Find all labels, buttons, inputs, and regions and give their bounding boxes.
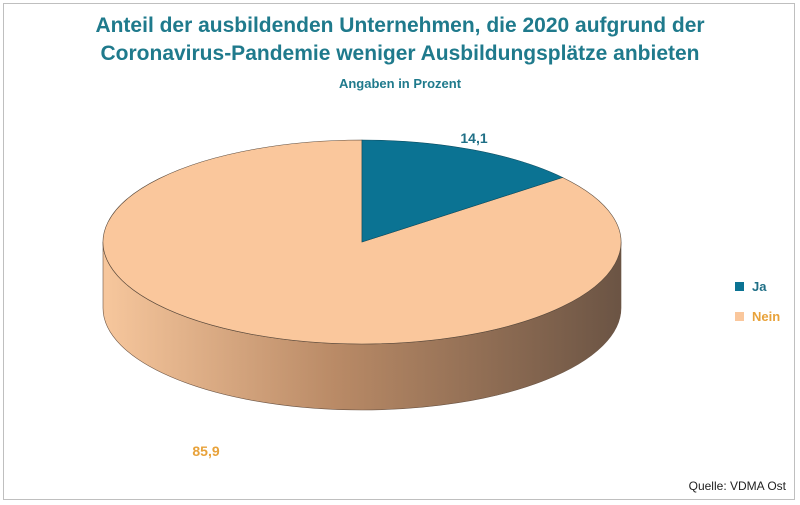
- legend-item-nein: Nein: [735, 306, 780, 326]
- legend-label-nein: Nein: [752, 308, 781, 324]
- chart-title-line-2: Coronavirus-Pandemie weniger Ausbildungs…: [100, 42, 700, 65]
- legend-swatch-nein: [735, 311, 744, 321]
- source-note: Quelle: VDMA Ost: [688, 479, 786, 493]
- chart-subtitle: Angaben in Prozent: [338, 76, 462, 91]
- legend-label-ja: Ja: [752, 278, 767, 294]
- data-label-nein: 85,9: [192, 443, 219, 459]
- legend-swatch-ja: [735, 281, 744, 291]
- pie-slice-ja: [361, 139, 564, 243]
- legend-item-ja: Ja: [735, 276, 780, 296]
- legend: Ja Nein: [735, 276, 780, 336]
- chart-title-line-1: Anteil der ausbildenden Unternehmen, die…: [95, 14, 705, 37]
- data-label-ja: 14,1: [460, 130, 487, 146]
- chart-title: Anteil der ausbildenden Unternehmen, die…: [0, 12, 800, 68]
